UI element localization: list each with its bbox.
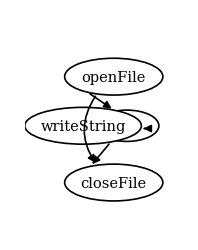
Ellipse shape: [25, 108, 141, 144]
Ellipse shape: [65, 59, 163, 96]
Ellipse shape: [65, 164, 163, 201]
Text: closeFile: closeFile: [81, 176, 147, 190]
Text: writeString: writeString: [40, 119, 126, 133]
Text: openFile: openFile: [82, 70, 146, 84]
